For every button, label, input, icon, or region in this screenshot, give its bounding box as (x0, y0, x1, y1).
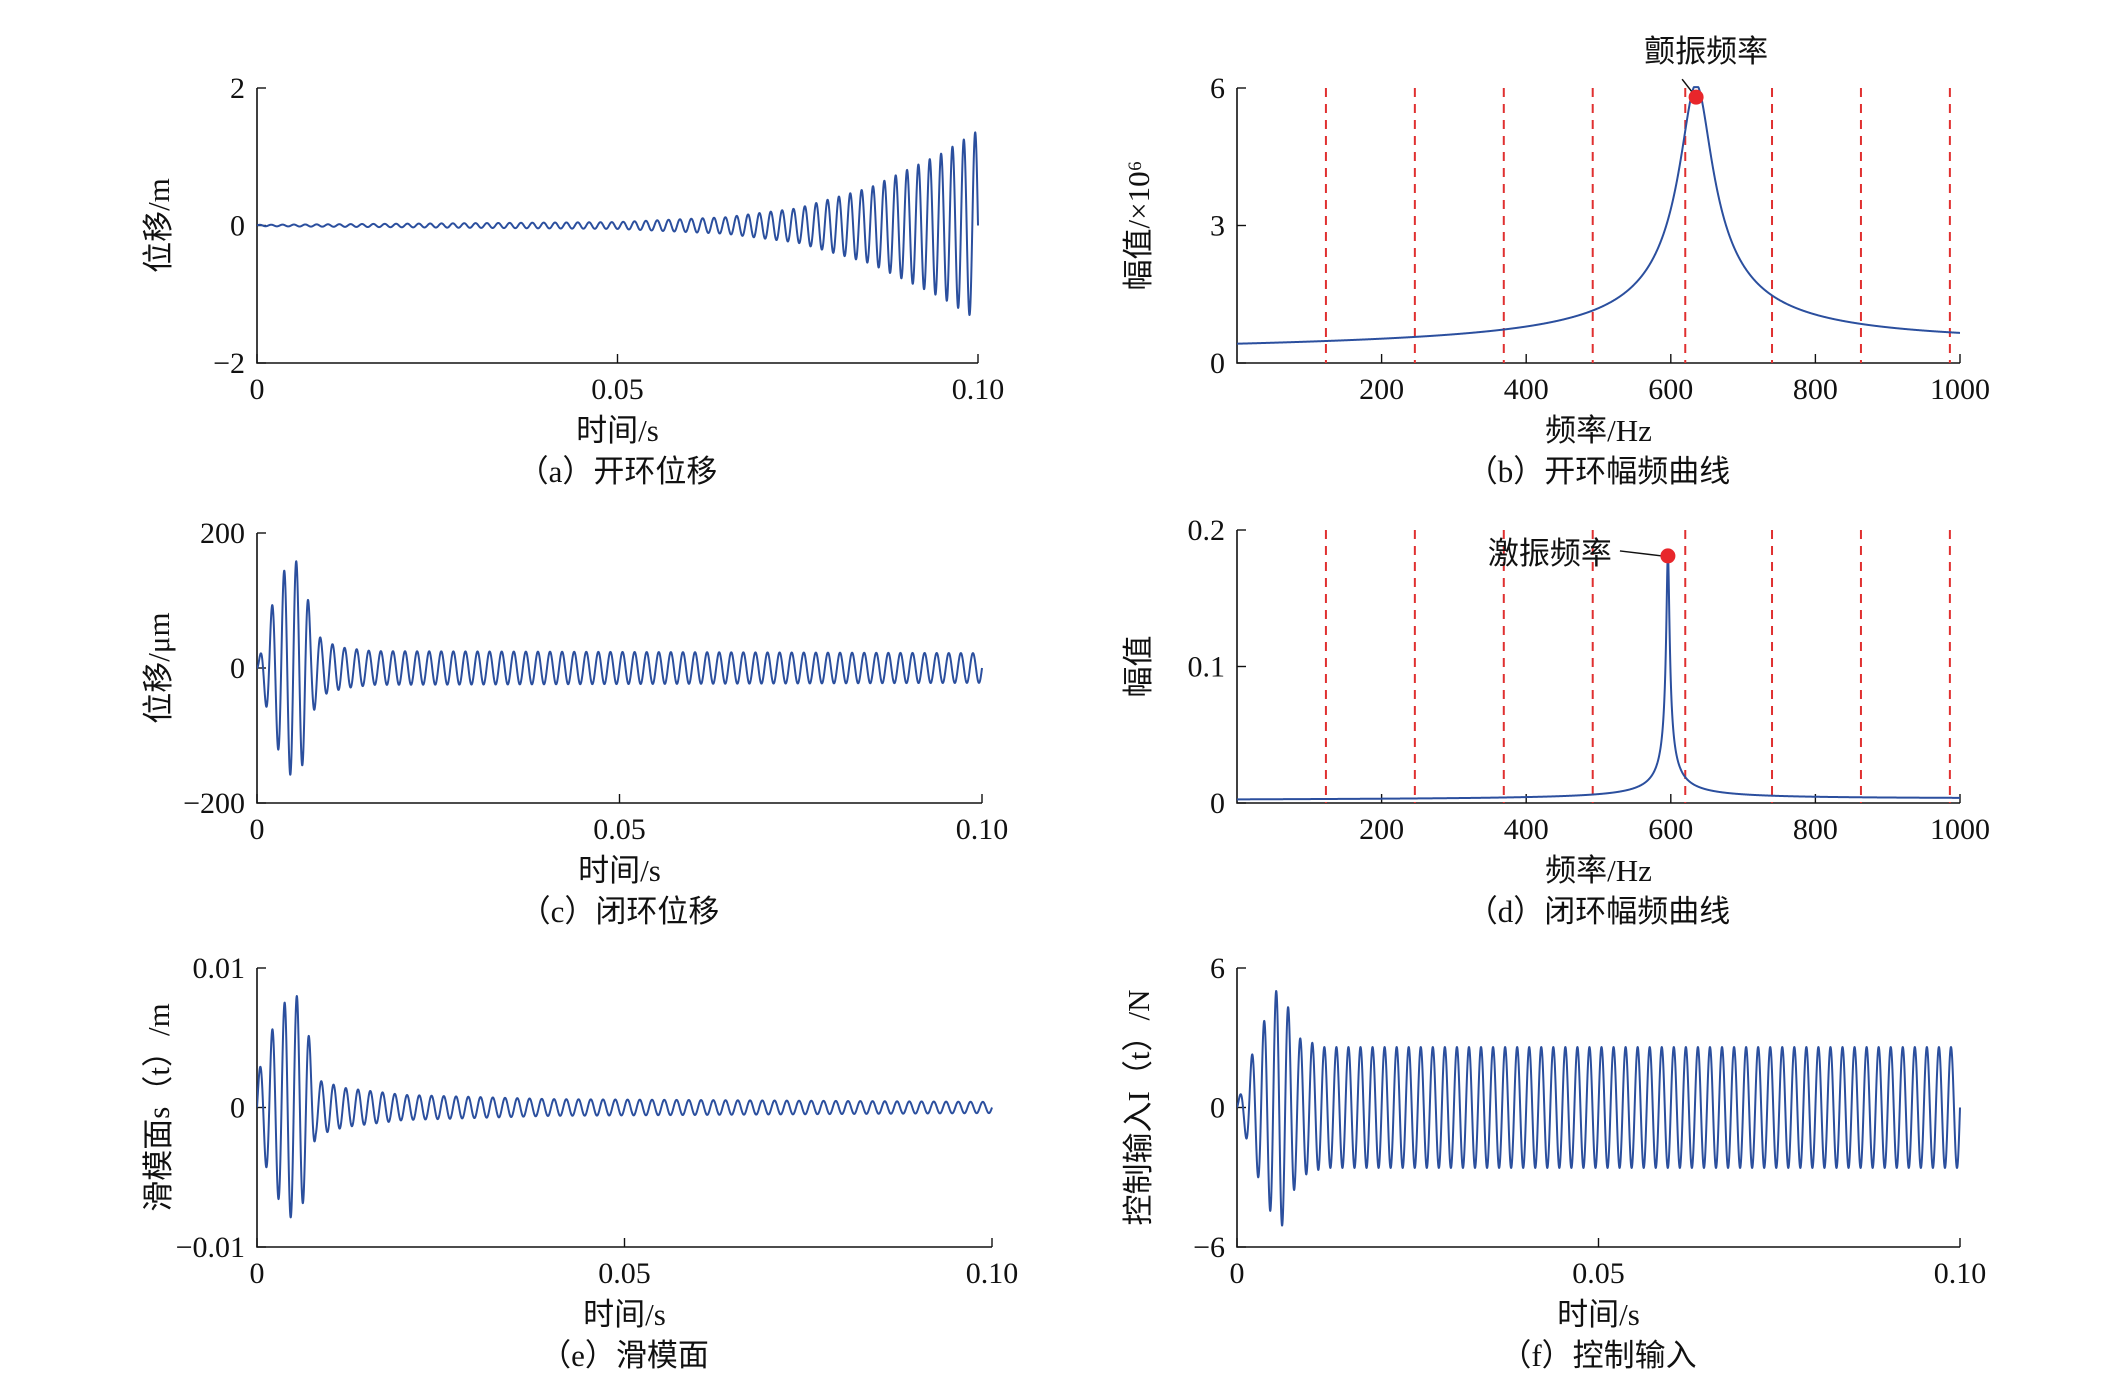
panel-caption: （e）滑模面 (540, 1338, 709, 1373)
y-axis-label: 位移/μm (141, 612, 176, 723)
panel-caption: （a）开环位移 (518, 454, 718, 489)
y-tick-label: 0 (1210, 787, 1225, 820)
x-axis-label: 时间/s (583, 1297, 666, 1332)
series-line-0 (257, 131, 979, 316)
x-axis-label: 频率/Hz (1545, 413, 1652, 448)
x-tick-label: 0.05 (593, 813, 646, 846)
x-tick-label: 1000 (1930, 813, 1990, 846)
x-tick-label: 0 (250, 813, 265, 846)
x-tick-label: 0.10 (966, 1257, 1019, 1290)
x-tick-label: 1000 (1930, 373, 1990, 406)
annotation-leader (1619, 550, 1662, 557)
series-line-0 (257, 995, 993, 1219)
panel-caption: （b）开环幅频曲线 (1467, 454, 1731, 489)
y-tick-label: 6 (1210, 952, 1225, 985)
annotation-label: 激振频率 (1488, 536, 1612, 571)
x-tick-label: 800 (1793, 373, 1838, 406)
x-tick-label: 200 (1359, 373, 1404, 406)
x-tick-label: 0.10 (956, 813, 1009, 846)
x-axis-label: 时间/s (1557, 1297, 1640, 1332)
y-tick-label: 0 (230, 652, 245, 685)
y-tick-label: 0.2 (1188, 514, 1226, 547)
x-tick-label: 0.10 (952, 373, 1005, 406)
x-tick-label: 0.05 (591, 373, 644, 406)
x-axis-label: 频率/Hz (1545, 853, 1652, 888)
series-line-0 (1237, 86, 1961, 345)
x-tick-label: 600 (1648, 373, 1693, 406)
y-tick-label: 0 (230, 1092, 245, 1125)
peak-marker (1660, 548, 1676, 564)
x-tick-label: 400 (1504, 373, 1549, 406)
y-tick-label: 0 (1210, 347, 1225, 380)
y-tick-label: 0 (1210, 1092, 1225, 1125)
y-tick-label: −6 (1193, 1231, 1225, 1264)
x-tick-label: 0.05 (1572, 1257, 1625, 1290)
y-tick-label: 3 (1210, 210, 1225, 243)
panel-caption: （d）闭环幅频曲线 (1467, 894, 1731, 929)
x-tick-label: 200 (1359, 813, 1404, 846)
series-line-0 (1237, 990, 1961, 1227)
series-line-0 (257, 560, 983, 776)
y-tick-label: 200 (200, 517, 245, 550)
series-line-0 (1237, 553, 1961, 801)
x-tick-label: 800 (1793, 813, 1838, 846)
y-axis-label: 位移/m (141, 178, 176, 273)
y-tick-label: −200 (183, 787, 245, 820)
x-tick-label: 0.10 (1934, 1257, 1987, 1290)
y-tick-label: 2 (230, 72, 245, 105)
y-tick-label: −2 (213, 347, 245, 380)
x-axis-label: 时间/s (578, 853, 661, 888)
y-tick-label: 6 (1210, 72, 1225, 105)
x-tick-label: 400 (1504, 813, 1549, 846)
y-tick-label: 0.01 (193, 952, 246, 985)
axis-lines (1236, 530, 1960, 804)
x-tick-label: 0 (250, 1257, 265, 1290)
y-tick-label: −0.01 (176, 1231, 245, 1264)
y-tick-label: 0.1 (1188, 651, 1226, 684)
x-tick-label: 600 (1648, 813, 1693, 846)
annotation-label: 颤振频率 (1644, 34, 1768, 69)
x-axis-label: 时间/s (576, 413, 659, 448)
y-axis-label: 幅值 (1121, 636, 1156, 698)
x-tick-label: 0.05 (598, 1257, 651, 1290)
y-tick-label: 0 (230, 210, 245, 243)
y-axis-label: 滑模面s（t）/m (141, 1003, 176, 1211)
peak-marker (1688, 89, 1704, 105)
panel-caption: （f）控制输入 (1500, 1338, 1696, 1373)
panel-caption: （c）闭环位移 (520, 894, 720, 929)
x-tick-label: 0 (250, 373, 265, 406)
y-axis-label: 控制输入I（t）/N (1121, 990, 1156, 1226)
x-tick-label: 0 (1230, 1257, 1245, 1290)
y-axis-label: 幅值/×10⁶ (1121, 161, 1156, 291)
